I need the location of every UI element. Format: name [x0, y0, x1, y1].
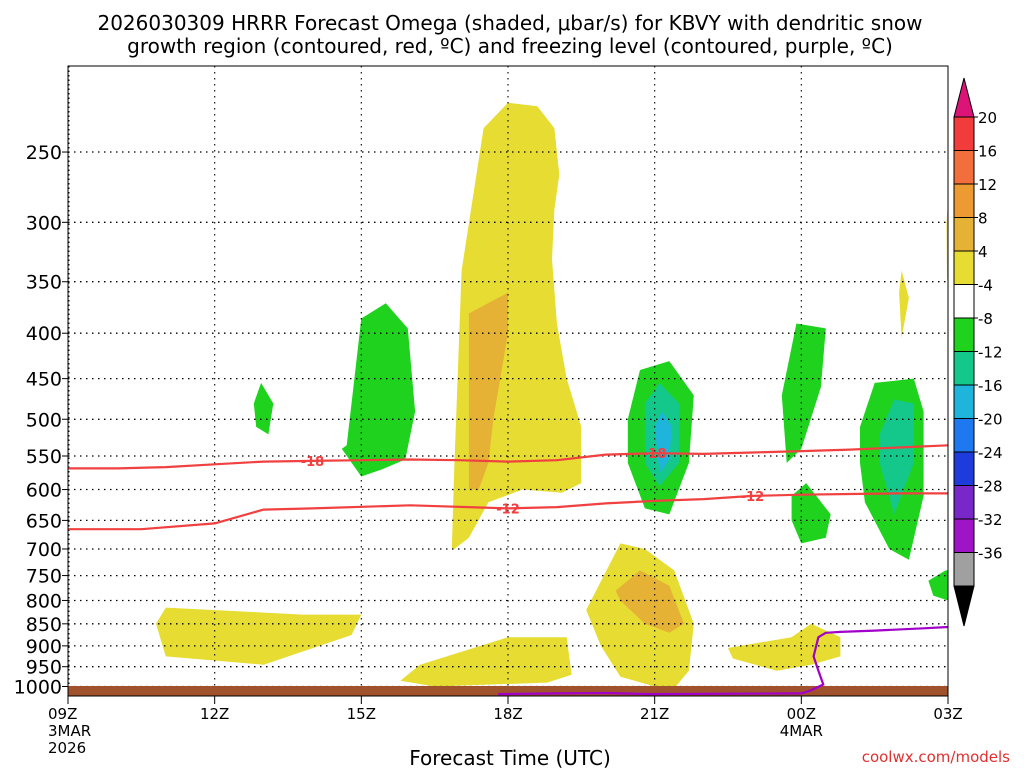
y-tick-label-350: 350	[26, 272, 62, 294]
y-tick-label-750: 750	[26, 566, 62, 588]
omega-area-15	[781, 323, 826, 463]
omega-area-2	[468, 292, 508, 490]
x-tick-label-03Z: 03Z	[933, 705, 962, 723]
colorbar-swatch-8	[953, 217, 975, 252]
ground-terrain	[68, 686, 948, 696]
colorbar-label--20: -20	[978, 411, 1003, 429]
colorbar-swatch--28	[953, 485, 975, 520]
omega-area-14	[654, 411, 672, 474]
y-tick-label-250: 250	[26, 142, 62, 164]
chart-title-line1: 2026030309 HRRR Forecast Omega (shaded, …	[97, 11, 922, 35]
colorbar-label-20: 20	[978, 109, 997, 127]
colorbar-swatch--36	[953, 552, 975, 587]
contour-dgz_-18	[68, 444, 949, 470]
contour-dgz_-12	[68, 492, 948, 531]
colorbar-label--36: -36	[978, 545, 1003, 563]
y-tick-label-550: 550	[26, 446, 62, 468]
y-tick-label-850: 850	[26, 614, 62, 636]
colorbar-label--24: -24	[978, 444, 1003, 462]
colorbar-label--4: -4	[978, 277, 993, 295]
grid-lines	[68, 66, 948, 696]
x-tick-label-12Z: 12Z	[200, 705, 229, 723]
colorbar-label-8: 8	[978, 210, 988, 228]
colorbar-swatch--24	[953, 451, 975, 486]
colorbar-label--12: -12	[978, 344, 1003, 362]
colorbar-swatch--32	[953, 518, 975, 553]
y-tick-label-450: 450	[26, 369, 62, 391]
y-tick-label-900: 900	[26, 636, 62, 658]
x-tick-label-15Z: 15Z	[347, 705, 376, 723]
colorbar-swatch-16	[953, 150, 975, 185]
y-tick-label-650: 650	[26, 510, 62, 532]
colorbar-top-arrow	[953, 77, 975, 118]
colorbar-swatch--16	[953, 384, 975, 419]
colorbar-label--28: -28	[978, 478, 1003, 496]
x-tick-sublabel-3MAR: 3MAR	[48, 722, 91, 740]
colorbar-label--32: -32	[978, 511, 1003, 529]
omega-area-6	[400, 637, 572, 687]
omega-area-16	[791, 483, 831, 544]
contour-label-dgz_-18-2: -18	[643, 447, 667, 462]
colorbar-swatch-20	[953, 116, 975, 151]
colorbar-swatch-12	[953, 183, 975, 218]
omega-area-18	[879, 399, 914, 515]
y-tick-label-500: 500	[26, 409, 62, 431]
colorbar-label-12: 12	[978, 176, 997, 194]
colorbar-swatch--12	[953, 351, 975, 386]
colorbar-swatch--20	[953, 418, 975, 453]
x-tick-year-2026: 2026	[48, 739, 86, 757]
y-axis: 2503003504004505005506006507007508008509…	[14, 142, 68, 698]
credit-text: coolwx.com/models	[862, 748, 1010, 766]
y-tick-label-700: 700	[26, 539, 62, 561]
omega-area-4	[615, 570, 684, 633]
x-tick-label-21Z: 21Z	[640, 705, 669, 723]
x-axis-label: Forecast Time (UTC)	[409, 746, 611, 768]
y-tick-label-800: 800	[26, 590, 62, 612]
contour-label-dgz_-18-1: -18	[301, 455, 325, 470]
contour-label-dgz_-12-1: -12	[496, 502, 520, 517]
chart-title-line2: growth region (contoured, red, ºC) and f…	[127, 34, 893, 58]
omega-area-5	[156, 607, 362, 665]
omega-area-11	[253, 382, 274, 435]
contour-freezing_0	[498, 625, 949, 696]
contour-label-dgz_-12-2: -12	[741, 490, 765, 505]
x-tick-sublabel-4MAR: 4MAR	[780, 722, 823, 740]
colorbar-label-4: 4	[978, 243, 988, 261]
y-tick-label-400: 400	[26, 323, 62, 345]
contour-lines: -12 -12 -18 -18	[68, 444, 949, 696]
x-tick-label-09Z: 09Z	[48, 705, 77, 723]
colorbar: 20 16 12 8 4 -4 -8 -12 -16 -20 -24 -28 -32 -36	[953, 77, 1003, 627]
y-tick-label-300: 300	[26, 212, 62, 234]
x-tick-label-00Z: 00Z	[787, 705, 816, 723]
y-tick-label-600: 600	[26, 480, 62, 502]
colorbar-bottom-arrow	[953, 585, 975, 627]
omega-shaded-areas	[156, 102, 948, 689]
omega-area-10	[341, 303, 416, 477]
colorbar-label--16: -16	[978, 377, 1003, 395]
omega-area-8	[899, 270, 909, 338]
y-tick-label-950: 950	[26, 657, 62, 679]
x-tick-label-18Z: 18Z	[493, 705, 522, 723]
y-tick-label-1000: 1000	[14, 676, 62, 698]
omega-area-19	[928, 570, 948, 601]
colorbar-swatch--8	[953, 317, 975, 352]
colorbar-swatch-4	[953, 250, 975, 285]
colorbar-swatch--4	[953, 284, 975, 319]
omega-area-7	[728, 623, 841, 671]
colorbar-label-16: 16	[978, 143, 997, 161]
colorbar-label--8: -8	[978, 310, 993, 328]
